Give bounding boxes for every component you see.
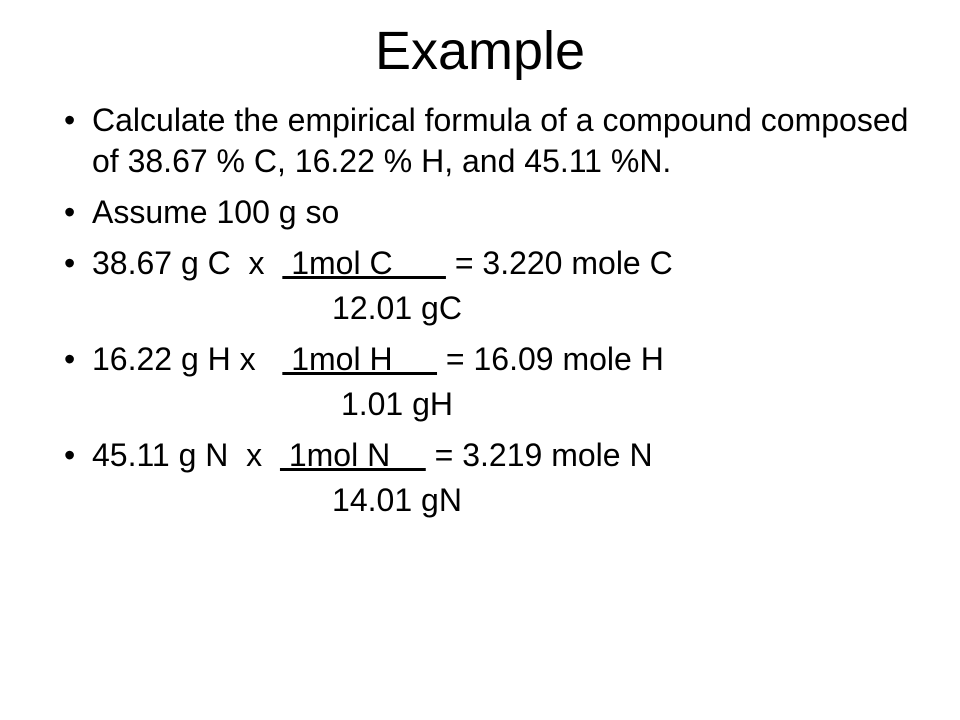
bullet-assume: Assume 100 g so: [64, 192, 912, 233]
calc-c-result: = 3.220 mole C: [446, 245, 673, 281]
calc-c-denominator: 12.01 gC: [64, 288, 912, 329]
calc-h-lhs: 16.22 g H x: [92, 341, 282, 377]
slide: Example Calculate the empirical formula …: [0, 0, 960, 720]
bullet-list: Calculate the empirical formula of a com…: [48, 100, 912, 521]
calc-h-numerator: 1mol H: [282, 341, 437, 377]
calc-h-denominator: 1.01 gH: [64, 384, 912, 425]
calc-n-denominator: 14.01 gN: [64, 480, 912, 521]
bullet-calc-h: 16.22 g H x 1mol H = 16.09 mole H: [64, 339, 912, 380]
calc-c-numerator: 1mol C: [282, 245, 446, 281]
bullet-calc-n: 45.11 g N x 1mol N = 3.219 mole N: [64, 435, 912, 476]
calc-c-lhs: 38.67 g C x: [92, 245, 282, 281]
calc-h-result: = 16.09 mole H: [437, 341, 664, 377]
bullet-problem: Calculate the empirical formula of a com…: [64, 100, 912, 182]
calc-n-numerator: 1mol N: [280, 437, 426, 473]
calc-n-lhs: 45.11 g N x: [92, 437, 280, 473]
calc-n-result: = 3.219 mole N: [426, 437, 653, 473]
bullet-calc-c: 38.67 g C x 1mol C = 3.220 mole C: [64, 243, 912, 284]
slide-title: Example: [48, 20, 912, 82]
